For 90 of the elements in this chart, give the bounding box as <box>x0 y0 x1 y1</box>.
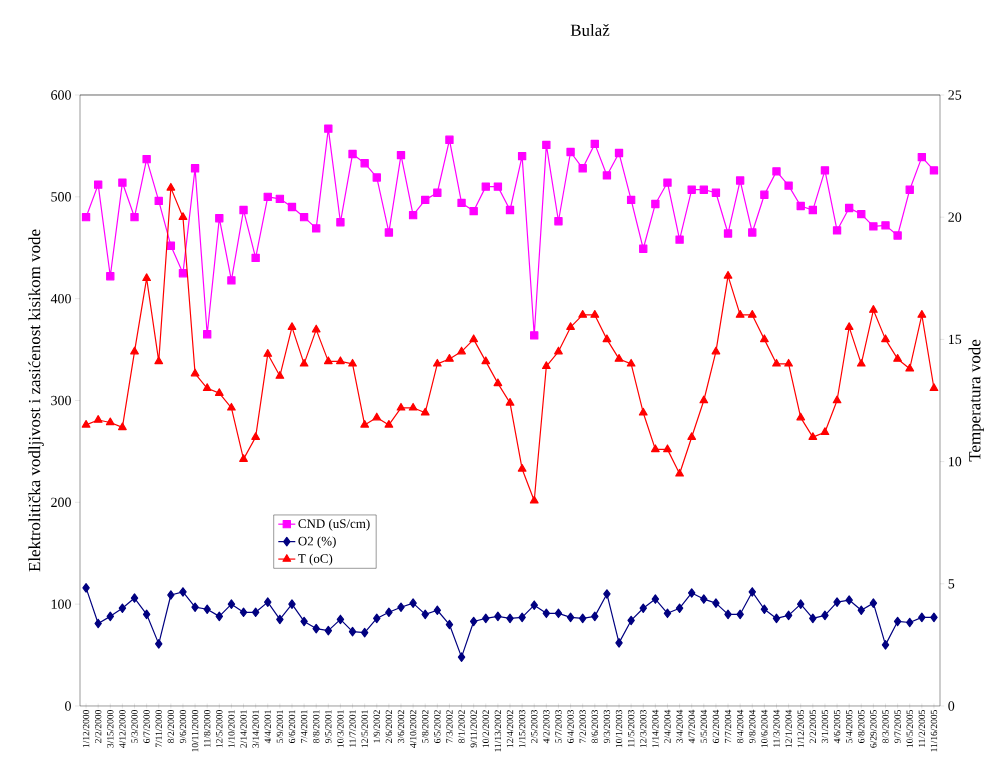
x-tick-label: 5/3/2000 <box>131 710 138 743</box>
x-tick-label: 6/8/2005 <box>858 710 865 743</box>
x-tick-label: 8/2/2000 <box>167 710 175 743</box>
x-tick-label: 12/1/2004 <box>785 709 792 748</box>
x-tick-label: 11/5/2003 <box>627 710 635 747</box>
y-tick-label: 500 <box>51 192 71 202</box>
x-tick-label: 4/10/2002 <box>409 710 417 748</box>
x-tick-label: 9/8/2004 <box>749 709 756 744</box>
x-tick-label: 9/11/2002 <box>470 710 477 748</box>
x-tick-label: 4/7/2004 <box>688 709 695 744</box>
x-tick-label: 9/6/2000 <box>179 710 187 744</box>
legend-label: CND (uS/cm) <box>298 518 370 531</box>
x-tick-label: 5/8/2002 <box>422 710 429 743</box>
x-tick-label: 12/5/2001 <box>361 710 368 748</box>
y2-tick-label: 5 <box>948 579 955 589</box>
y2-tick-label: 10 <box>949 456 962 467</box>
x-tick-label: 11/16/2005 <box>930 710 938 752</box>
x-tick-label: 10/3/2001 <box>337 710 344 748</box>
x-tick-label: 2/2/2005 <box>809 710 817 743</box>
x-tick-label: 11/2/2005 <box>918 710 926 747</box>
x-tick-label: 1/12/2005 <box>797 710 804 748</box>
x-tick-label: 5/9/2001 <box>276 710 284 743</box>
x-tick-label: 11/8/2000 <box>204 710 211 747</box>
x-tick-label: 1/14/2004 <box>652 709 659 748</box>
x-tick-label: 8/8/2001 <box>313 710 320 743</box>
x-tick-label: 11/7/2001 <box>349 710 356 747</box>
x-tick-label: 8/4/2004 <box>736 709 744 743</box>
x-tick-label: 8/6/2003 <box>591 710 598 743</box>
x-tick-label: 10/6/2004 <box>761 709 768 748</box>
x-tick-label: 5/4/2005 <box>845 710 853 743</box>
x-tick-label: 7/11/2000 <box>155 710 162 748</box>
x-tick-label: 2/4/2004 <box>664 709 671 743</box>
x-tick-label: 6/4/2003 <box>567 710 574 743</box>
x-tick-label: 3/1/2005 <box>821 710 829 743</box>
x-tick-label: 12/5/2000 <box>216 710 223 748</box>
x-tick-label: 4/4/2001 <box>264 710 271 744</box>
x-tick-label: 4/12/2000 <box>119 710 126 748</box>
y-tick-label: 600 <box>51 90 71 100</box>
x-tick-label: 1/12/2000 <box>82 710 90 748</box>
x-tick-label: 6/7/2000 <box>143 710 150 743</box>
x-tick-label: 8/1/2002 <box>458 710 465 743</box>
x-tick-label: 5/5/2004 <box>700 709 708 743</box>
x-tick-label: 7/4/2001 <box>300 710 308 743</box>
x-tick-label: 5/7/2003 <box>555 710 562 743</box>
y-tick-label: 200 <box>51 497 71 508</box>
x-tick-label: 11/3/2004 <box>773 709 780 747</box>
x-tick-label: 6/2/2004 <box>712 709 720 743</box>
y2-tick-label: 15 <box>949 334 962 345</box>
x-tick-label: 8/3/2005 <box>882 710 889 743</box>
x-tick-label: 2/2/2000 <box>94 710 102 743</box>
y-tick-label: 400 <box>50 293 71 304</box>
x-tick-label: 10/5/2005 <box>906 710 913 748</box>
x-tick-label: 1/15/2003 <box>518 710 526 748</box>
legend-label: O2 (%) <box>298 536 336 549</box>
x-tick-label: 12/4/2002 <box>506 710 514 748</box>
x-tick-label: 3/14/2001 <box>252 710 259 748</box>
y2-tick-label: 0 <box>948 701 955 711</box>
x-tick-label: 7/2/2003 <box>579 710 586 743</box>
x-tick-label: 9/5/2001 <box>325 710 332 744</box>
x-tick-label: 3/4/2004 <box>676 709 683 743</box>
x-tick-label: 4/6/2005 <box>833 710 841 744</box>
x-tick-label: 9/3/2003 <box>603 710 611 744</box>
chart-title: Bulaž <box>570 24 610 36</box>
y-axis-title: Elektrolitička vodljivost i zasićenost kisikom vode <box>28 229 44 572</box>
x-tick-label: 10/1/2003 <box>615 710 623 748</box>
x-tick-label: 2/14/2001 <box>240 710 247 748</box>
legend-label: T (oC) <box>298 553 333 566</box>
x-tick-label: 2/6/2002 <box>385 710 393 743</box>
y-tick-label: 100 <box>51 599 71 609</box>
x-tick-label: 6/5/2002 <box>434 710 441 743</box>
x-tick-label: 7/7/2004 <box>724 709 732 743</box>
x-tick-label: 3/6/2002 <box>397 710 405 743</box>
y-tick-label: 300 <box>51 395 71 406</box>
x-tick-label: 2/5/2003 <box>531 710 538 743</box>
x-tick-label: 12/3/2003 <box>640 710 647 748</box>
x-tick-label: 10/2/2002 <box>482 710 489 748</box>
x-tick-label: 1/10/2001 <box>228 710 235 748</box>
x-tick-label: 6/6/2001 <box>288 710 296 743</box>
y2-tick-label: 25 <box>948 90 962 100</box>
x-tick-label: 10/11/2000 <box>191 710 199 752</box>
x-tick-label: 3/15/2000 <box>107 710 114 748</box>
x-tick-label: 6/29/2005 <box>870 710 877 748</box>
y2-tick-label: 20 <box>948 212 962 222</box>
x-tick-label: 11/13/2002 <box>494 710 502 752</box>
x-tick-label: 4/2/2003 <box>543 710 550 744</box>
y2-axis-title: Temperatura vode <box>968 339 984 462</box>
y-tick-label: 0 <box>65 701 71 711</box>
x-tick-label: 7/3/2002 <box>446 710 453 743</box>
x-tick-label: 1/9/2002 <box>373 710 380 743</box>
x-tick-label: 9/7/2005 <box>894 710 901 744</box>
